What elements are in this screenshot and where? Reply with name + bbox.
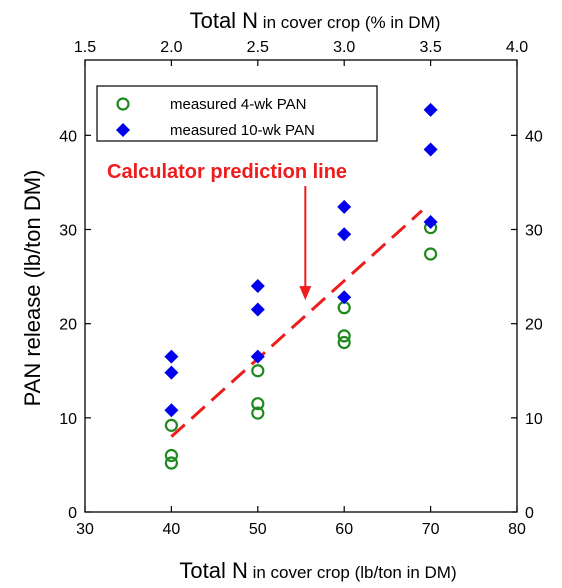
data-point (164, 349, 179, 364)
data-point (164, 418, 178, 432)
legend: measured 4-wk PAN measured 10-wk PAN (96, 85, 378, 142)
x-tick-label: 70 (422, 521, 440, 538)
points-layer (164, 102, 438, 470)
data-point (164, 448, 178, 463)
y-tick-label: 0 (68, 505, 77, 522)
x-tick-label: 40 (163, 521, 181, 538)
x-tick-label: 50 (249, 521, 267, 538)
y-right-tick-label: 10 (525, 411, 543, 428)
data-point (423, 102, 438, 117)
data-point (251, 364, 265, 378)
data-point (337, 329, 351, 343)
x-top-tick-label: 1.5 (74, 39, 96, 56)
x-top-tick-label: 2.5 (247, 39, 269, 56)
legend-marker-10wk (116, 123, 130, 137)
y-tick-label: 20 (59, 317, 77, 334)
legend-label-10wk: measured 10-wk PAN (170, 122, 315, 139)
y-tick-label: 40 (59, 128, 77, 145)
annotation-arrow-head (299, 286, 312, 301)
data-point (251, 406, 265, 420)
series-2 (164, 102, 438, 418)
top-axis-title-rest: in cover crop (% in DM) (258, 13, 440, 32)
y-tick-label: 30 (59, 223, 77, 240)
data-point (250, 349, 265, 364)
legend-marker-4wk (116, 97, 130, 111)
y-right-tick-label: 20 (525, 317, 543, 334)
x-top-tick-label: 4.0 (506, 39, 528, 56)
data-point (337, 227, 352, 242)
bottom-axis-title: Total N in cover crop (lb/ton in DM) (179, 558, 456, 583)
data-point (164, 456, 178, 470)
annotation-text: Calculator prediction line (107, 161, 347, 183)
x-top-tick-label: 3.5 (419, 39, 441, 56)
data-point (424, 247, 438, 261)
y-right-tick-label: 30 (525, 223, 543, 240)
y-right-tick-label: 0 (525, 505, 534, 522)
plot-frame (84, 59, 518, 513)
y-right-tick-label: 40 (525, 128, 543, 145)
legend-label-4wk: measured 4-wk PAN (170, 96, 306, 113)
data-point (250, 302, 265, 317)
bottom-axis-title-rest: in cover crop (lb/ton in DM) (248, 563, 457, 582)
data-point (250, 279, 265, 293)
bottom-axis-title-main: Total N (179, 558, 247, 583)
x-top-tick-label: 3.0 (333, 39, 355, 56)
annotation-arrow (299, 186, 312, 301)
data-point (423, 214, 438, 229)
series-1 (164, 221, 438, 470)
data-point (164, 365, 179, 380)
data-point (423, 142, 438, 157)
data-point (337, 335, 351, 350)
y-tick-label: 10 (59, 411, 77, 428)
x-tick-label: 80 (508, 521, 526, 538)
prediction-layer (170, 209, 423, 438)
data-point (337, 290, 352, 305)
legend-box (96, 85, 378, 142)
y-axis-title: PAN release (lb/ton DM) (20, 170, 45, 407)
x-top-tick-label: 2.0 (160, 39, 182, 56)
data-point (251, 397, 265, 411)
top-axis-title: Total N in cover crop (% in DM) (190, 8, 441, 33)
data-point (337, 199, 352, 214)
x-tick-label: 30 (76, 521, 94, 538)
top-axis-title-main: Total N (190, 8, 258, 33)
prediction-line (170, 209, 423, 438)
x-tick-label: 60 (335, 521, 353, 538)
ticks-layer: 30 40 50 60 70 80 1.5 2.0 2.5 3.0 3.5 4.0 0 0 10 10 20 20… (59, 39, 543, 538)
data-point (164, 403, 179, 418)
